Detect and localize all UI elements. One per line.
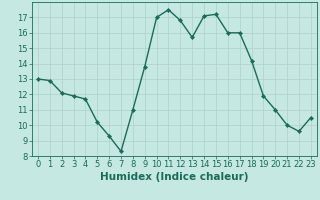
X-axis label: Humidex (Indice chaleur): Humidex (Indice chaleur) (100, 172, 249, 182)
